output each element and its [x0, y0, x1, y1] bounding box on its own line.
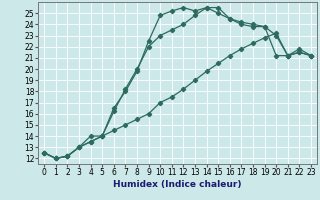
X-axis label: Humidex (Indice chaleur): Humidex (Indice chaleur) — [113, 180, 242, 189]
